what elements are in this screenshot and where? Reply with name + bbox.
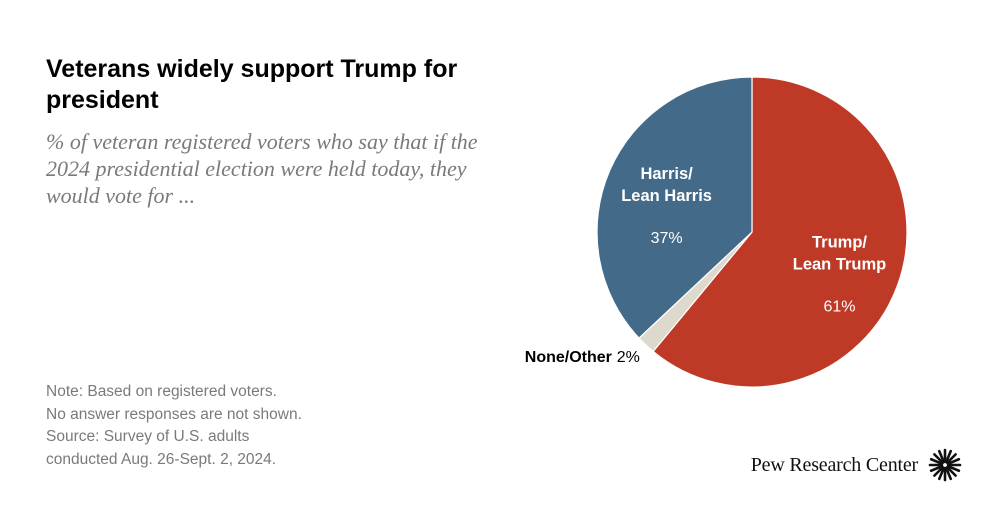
slice-value-none: 2% bbox=[617, 349, 640, 366]
slice-label-none: None/Other bbox=[525, 349, 612, 366]
slice-value-trump: 61% bbox=[823, 299, 855, 316]
pie-slice-trump bbox=[652, 76, 908, 388]
brand-name: Pew Research Center bbox=[750, 453, 918, 476]
chart-subtitle: % of veteran registered voters who say t… bbox=[46, 129, 478, 208]
notes-block: Note: Based on registered voters. No ans… bbox=[46, 381, 466, 471]
slice-label-trump: Lean Trump bbox=[793, 256, 887, 274]
source-line: conducted Aug. 26-Sept. 2, 2024. bbox=[46, 450, 277, 468]
slice-label-harris: Lean Harris bbox=[621, 187, 712, 205]
chart-title: Veterans widely support Trump for presid… bbox=[46, 55, 458, 114]
pew-logo: Pew Research Center bbox=[751, 448, 962, 482]
pew-starburst-icon bbox=[928, 448, 962, 482]
slice-label-harris: Harris/ bbox=[640, 165, 693, 183]
source-line: Source: Survey of U.S. adults bbox=[46, 428, 250, 445]
slice-label-trump: Trump/ bbox=[812, 234, 867, 252]
note-line: Note: Based on registered voters. bbox=[46, 383, 277, 400]
pie-slice-harris bbox=[596, 76, 753, 339]
slice-value-harris: 37% bbox=[651, 230, 683, 247]
note-line: No answer responses are not shown. bbox=[46, 405, 302, 423]
